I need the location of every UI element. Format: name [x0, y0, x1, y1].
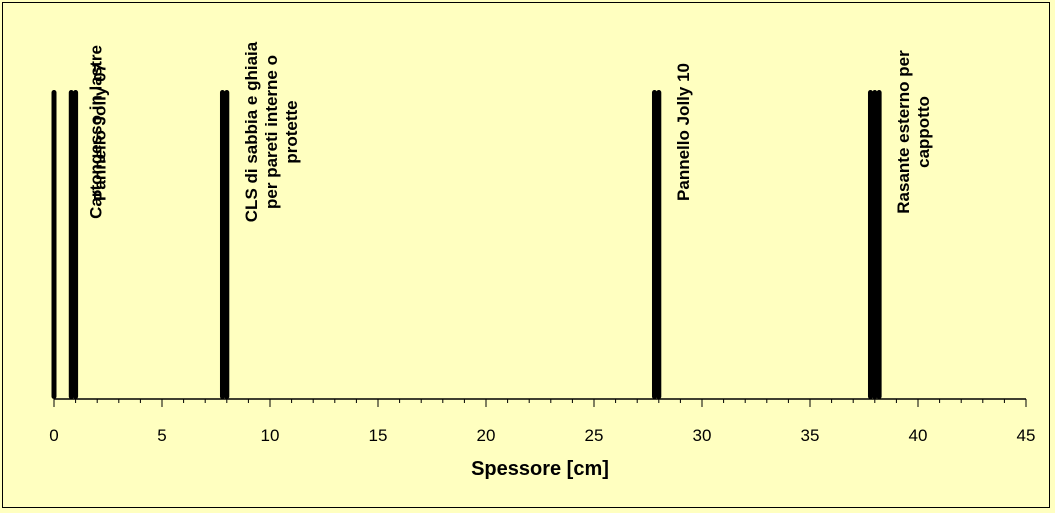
- boundary-bar-0: [51, 90, 57, 399]
- x-tick-label-10: 10: [261, 426, 280, 445]
- boundary-bar-7: [867, 90, 873, 399]
- boundary-bars: [51, 90, 882, 399]
- layer-label-3: Pannello Jolly 10: [674, 63, 693, 201]
- boundary-bar-3: [219, 90, 225, 399]
- layer-label-1: Pannello Jolly 07: [91, 63, 110, 201]
- x-tick-label-20: 20: [477, 426, 496, 445]
- layer-label-0: Cartongesso in lastre: [86, 45, 105, 219]
- boundary-bar-5: [651, 90, 657, 399]
- boundary-bar-8: [872, 90, 878, 399]
- x-axis-ticks: 0 5 10 15 20 25 30 35 40 45: [49, 399, 1035, 445]
- x-tick-label-5: 5: [157, 426, 166, 445]
- x-tick-label-35: 35: [801, 426, 820, 445]
- boundary-bar-9: [876, 90, 882, 399]
- x-tick-label-45: 45: [1017, 426, 1036, 445]
- x-tick-label-30: 30: [693, 426, 712, 445]
- x-axis-title: Spessore [cm]: [471, 458, 609, 480]
- boundary-bar-4: [224, 90, 230, 399]
- boundary-bar-6: [656, 90, 662, 399]
- x-tick-label-40: 40: [909, 426, 928, 445]
- layer-label-4: Rasante esterno percappotto: [894, 50, 933, 214]
- boundary-bar-1: [68, 90, 74, 399]
- boundary-bar-2: [73, 90, 79, 399]
- x-tick-label-15: 15: [369, 426, 388, 445]
- x-tick-label-0: 0: [49, 426, 58, 445]
- layer-label-2: CLS di sabbia e ghiaiaper pareti interne…: [242, 41, 301, 222]
- x-tick-label-25: 25: [585, 426, 604, 445]
